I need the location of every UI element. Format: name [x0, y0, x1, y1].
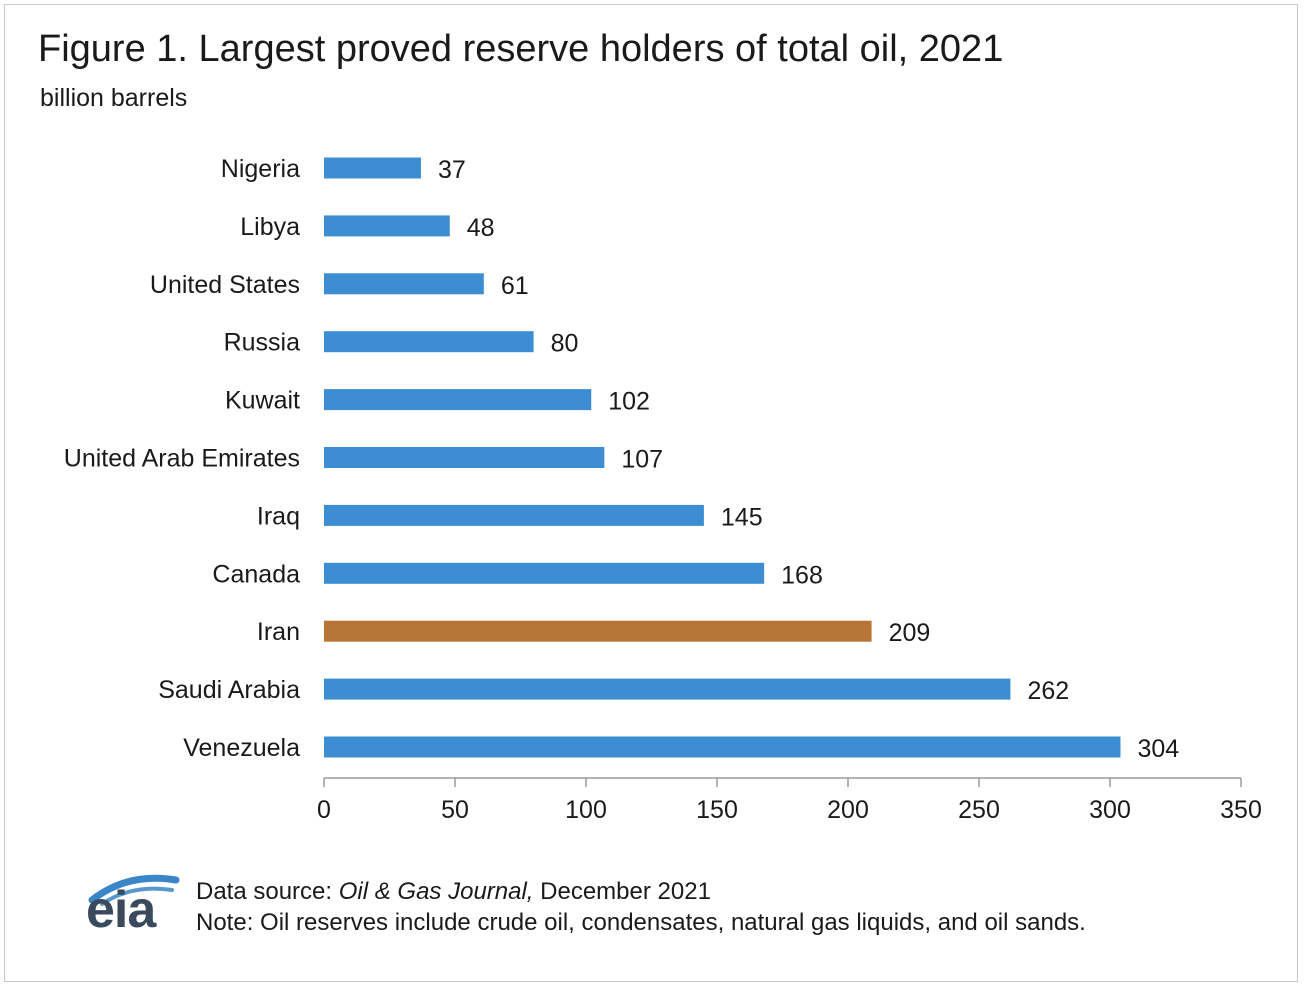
- data-label-united-arab-emirates: 107: [621, 446, 663, 474]
- bar-russia: [324, 331, 534, 353]
- x-tick-label-150: 150: [696, 796, 738, 824]
- data-label-iran: 209: [889, 619, 931, 647]
- bar-saudi-arabia: [324, 678, 1011, 700]
- bar-united-states: [324, 273, 484, 295]
- category-label-united-states: United States: [150, 271, 300, 299]
- x-tick-label-300: 300: [1089, 796, 1131, 824]
- chart-subtitle: billion barrels: [40, 84, 188, 112]
- category-label-canada: Canada: [212, 560, 300, 588]
- data-source-suffix: December 2021: [533, 878, 711, 905]
- eia-logo: eia: [80, 866, 180, 946]
- chart-footer: Data source: Oil & Gas Journal, December…: [196, 876, 1086, 938]
- data-source-prefix: Data source:: [196, 878, 339, 905]
- bar-canada: [324, 562, 765, 584]
- eia-swoosh-icon: [88, 874, 180, 906]
- data-label-russia: 80: [551, 330, 579, 358]
- category-label-kuwait: Kuwait: [225, 387, 300, 415]
- data-source-title: Oil & Gas Journal,: [338, 878, 534, 905]
- category-label-united-arab-emirates: United Arab Emirates: [64, 445, 300, 473]
- category-label-iran: Iran: [257, 618, 300, 646]
- note-line: Note: Oil reserves include crude oil, co…: [196, 909, 1086, 936]
- data-label-kuwait: 102: [608, 388, 650, 416]
- bar-nigeria: [324, 157, 421, 179]
- category-label-russia: Russia: [224, 329, 301, 357]
- data-source-line: Data source: Oil & Gas Journal, December…: [196, 876, 1086, 907]
- category-label-nigeria: Nigeria: [221, 155, 300, 183]
- x-tick-label-0: 0: [317, 796, 331, 824]
- x-tick-label-50: 50: [441, 796, 469, 824]
- category-label-venezuela: Venezuela: [183, 734, 300, 762]
- bar-libya: [324, 215, 450, 237]
- data-label-iraq: 145: [721, 503, 763, 531]
- bar-iraq: [324, 504, 704, 526]
- bar-iran: [324, 620, 872, 642]
- chart-frame: [4, 4, 1298, 982]
- eia-logo-text: eia: [86, 881, 156, 939]
- x-tick-label-200: 200: [827, 796, 869, 824]
- chart-title: Figure 1. Largest proved reserve holders…: [38, 28, 1004, 70]
- data-label-nigeria: 37: [438, 156, 466, 184]
- category-label-libya: Libya: [240, 213, 300, 241]
- data-label-united-states: 61: [501, 272, 529, 300]
- data-label-canada: 168: [781, 561, 823, 589]
- x-tick-label-100: 100: [565, 796, 607, 824]
- x-tick-label-250: 250: [958, 796, 1000, 824]
- category-label-saudi-arabia: Saudi Arabia: [158, 676, 300, 704]
- bar-kuwait: [324, 389, 592, 411]
- x-tick-label-350: 350: [1220, 796, 1262, 824]
- data-label-saudi-arabia: 262: [1027, 677, 1069, 705]
- category-label-iraq: Iraq: [257, 502, 300, 530]
- bar-united-arab-emirates: [324, 447, 605, 468]
- data-label-libya: 48: [467, 214, 495, 242]
- bar-venezuela: [324, 736, 1121, 758]
- data-label-venezuela: 304: [1137, 735, 1179, 763]
